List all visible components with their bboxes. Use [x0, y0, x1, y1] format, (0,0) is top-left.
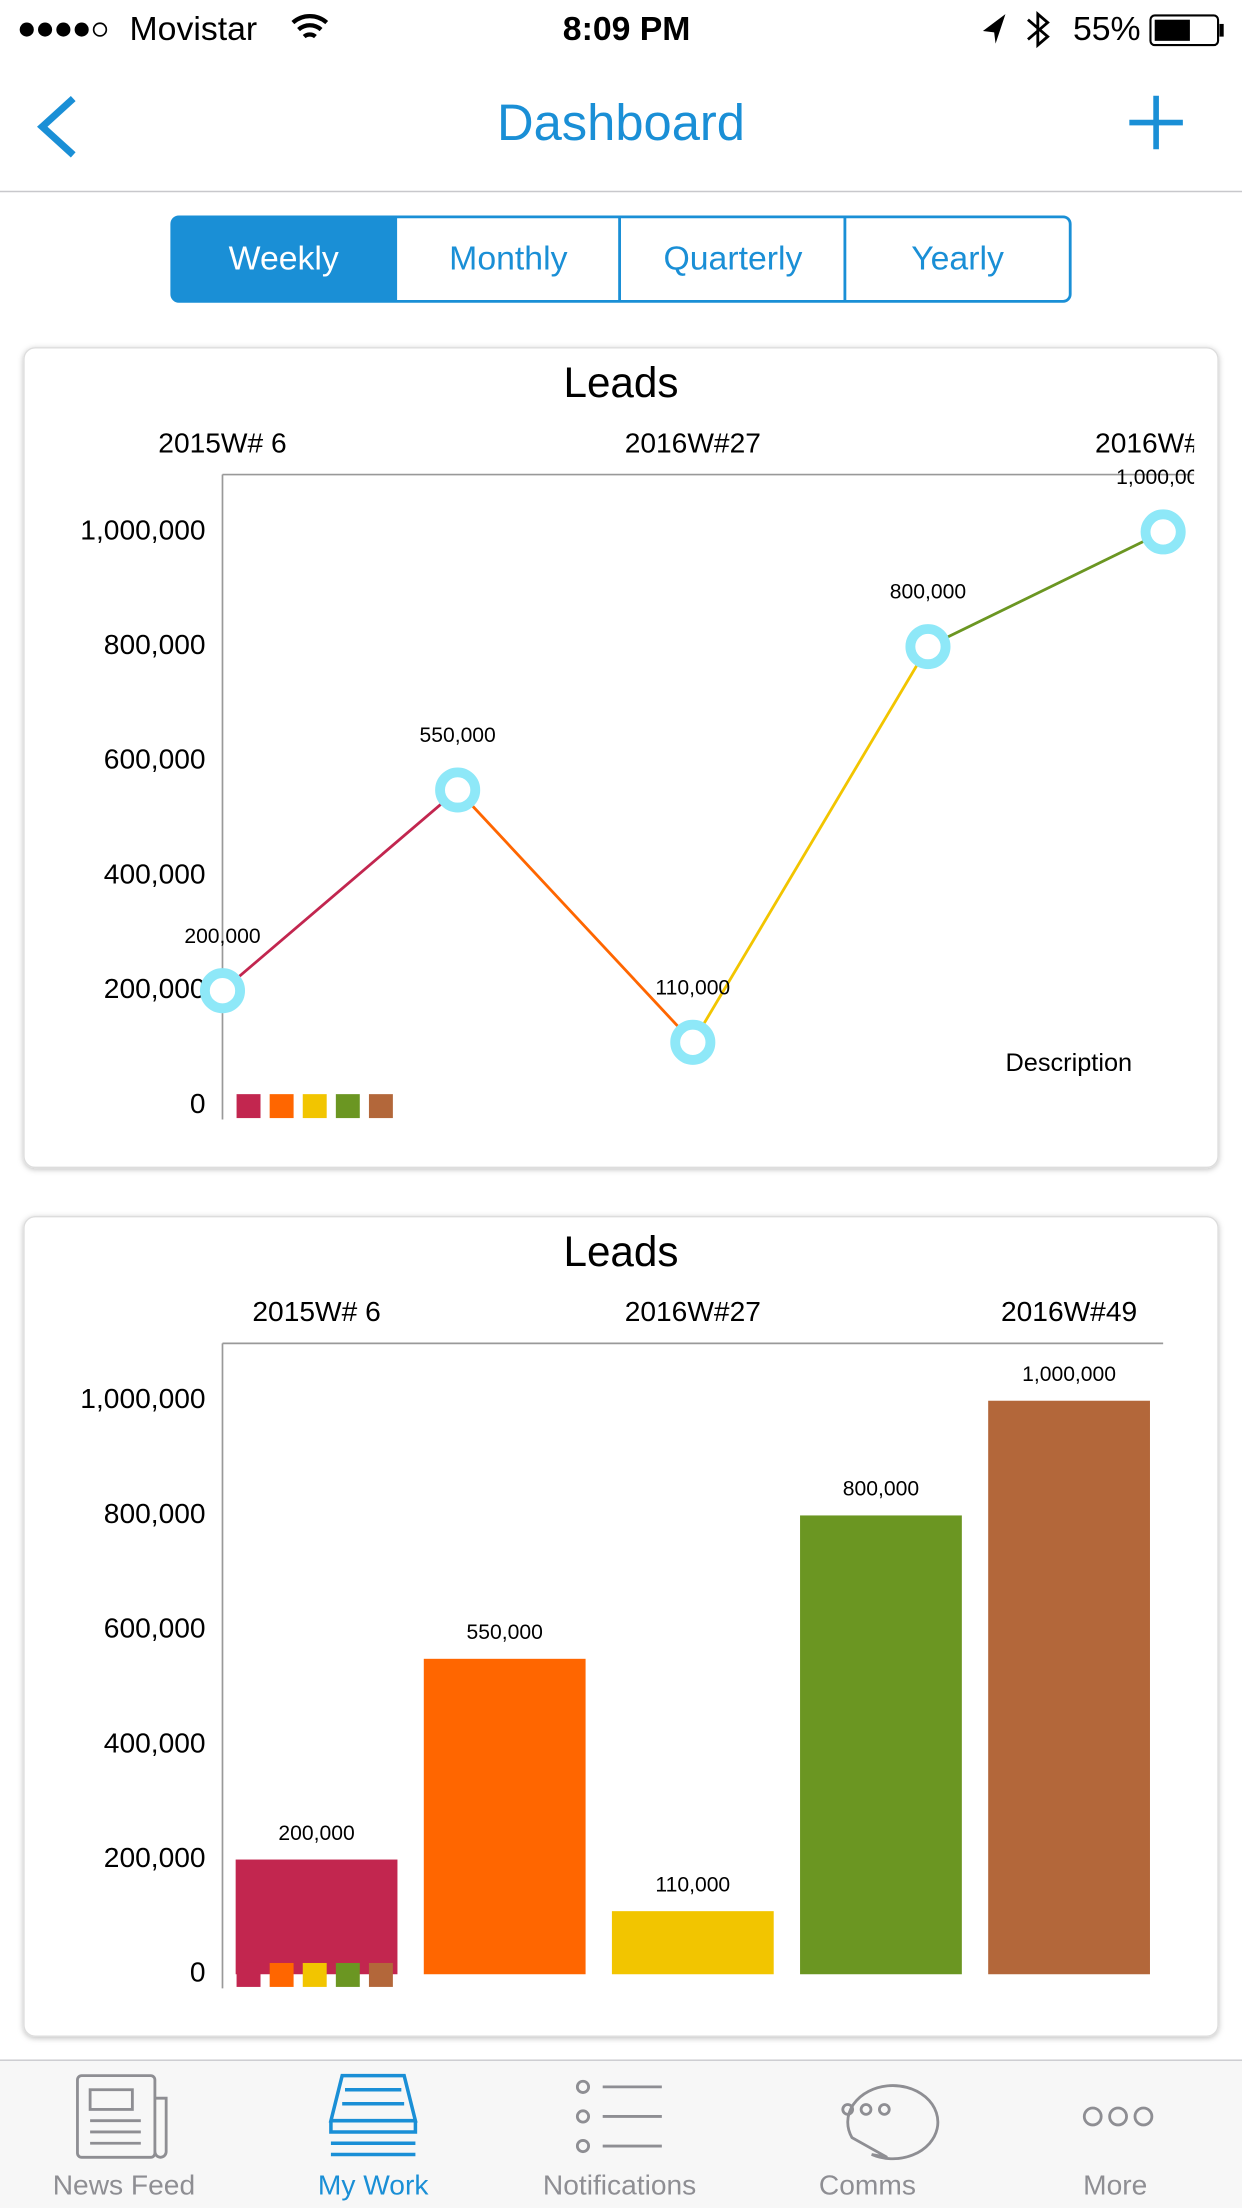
tab-label[interactable]: Notifications — [543, 2169, 696, 2200]
segment-label[interactable]: Weekly — [229, 239, 339, 277]
point-marker — [199, 968, 246, 1014]
point-marker — [1140, 509, 1186, 555]
y-tick-label: 400,000 — [104, 1727, 206, 1758]
data-label: 110,000 — [655, 976, 730, 999]
y-tick-label: 600,000 — [104, 1613, 206, 1644]
legend-swatch — [302, 1962, 327, 1987]
bar — [988, 1400, 1150, 1975]
legend-swatch — [335, 1962, 360, 1987]
legend-swatch — [269, 1962, 294, 1987]
line-segment — [221, 788, 459, 992]
data-label: 550,000 — [467, 1621, 543, 1644]
y-tick-label: 1,000,000 — [80, 1383, 205, 1414]
x-tick-label: 2015W# 6 — [158, 427, 286, 458]
chart-title: Leads — [563, 1228, 678, 1275]
bar-chart: Leads 0 200,000 400,000 600,000 800,000 1,000,… — [80, 1228, 1164, 1989]
tab-labels: News Feed My Work Notifications Comms More — [53, 2169, 1148, 2200]
line-segment — [691, 645, 930, 1044]
point-marker — [435, 767, 481, 813]
x-tick-label: 2016W#27 — [625, 1296, 761, 1327]
segment-label[interactable]: Yearly — [911, 239, 1004, 277]
annotation: Description — [1005, 1049, 1132, 1077]
tab-label[interactable]: My Work — [318, 2169, 429, 2200]
time: 8:09 PM — [563, 10, 691, 48]
y-tick-label: 800,000 — [104, 1498, 206, 1529]
legend-swatch — [368, 1962, 393, 1987]
y-tick-label: 400,000 — [104, 858, 206, 889]
y-tick-label: 0 — [190, 1088, 206, 1119]
bar — [800, 1515, 962, 1975]
data-label: 110,000 — [655, 1873, 730, 1896]
x-tick-label: 2016W#49 — [1095, 427, 1231, 458]
line-segment — [456, 789, 694, 1044]
data-label: 1,000,000 — [1022, 1363, 1116, 1386]
line-chart: Leads 0 200,000 400,000 600,000 800,000 1,000,… — [80, 359, 1231, 1120]
y-tick-label: 200,000 — [104, 973, 206, 1004]
legend-swatch — [302, 1094, 327, 1119]
line-segment — [927, 530, 1164, 648]
legend-swatch — [368, 1094, 393, 1119]
y-tick-label: 600,000 — [104, 744, 206, 775]
x-tick-label: 2015W# 6 — [252, 1296, 380, 1327]
data-label: 1,000,000 — [1116, 466, 1210, 489]
legend-swatch — [236, 1962, 261, 1987]
tab-label[interactable]: More — [1083, 2169, 1147, 2200]
bar — [235, 1859, 398, 1975]
x-tick-label: 2016W#27 — [625, 427, 761, 458]
tab-bar — [0, 2059, 1242, 2208]
legend-swatch — [269, 1094, 294, 1119]
data-label: 550,000 — [419, 724, 495, 747]
y-tick-label: 200,000 — [104, 1842, 206, 1873]
tab-label[interactable]: Comms — [819, 2169, 916, 2200]
battery-percent: 55% — [1073, 10, 1141, 48]
bar — [423, 1658, 586, 1975]
carrier: Movistar — [130, 10, 258, 48]
add-button[interactable] — [1129, 95, 1183, 150]
segment-label[interactable]: Monthly — [449, 239, 567, 277]
y-tick-label: 800,000 — [104, 629, 206, 660]
y-tick-label: 0 — [190, 1957, 206, 1988]
legend-swatch — [335, 1094, 360, 1119]
chart-card — [23, 347, 1219, 1169]
nav-title: Dashboard — [497, 94, 745, 151]
data-label: 200,000 — [184, 925, 260, 948]
point-marker — [670, 1019, 716, 1065]
data-label: 800,000 — [843, 1478, 919, 1501]
chart-title: Leads — [563, 359, 678, 406]
data-label: 200,000 — [278, 1822, 354, 1845]
segmented-control: Weekly Monthly Quarterly Yearly — [170, 215, 1072, 303]
legend-swatch — [236, 1094, 261, 1119]
segment-label[interactable]: Quarterly — [663, 239, 802, 277]
x-tick-label: 2016W#49 — [1001, 1296, 1137, 1327]
bar — [611, 1911, 774, 1975]
status-bar: Movistar 8:09 PM 55% — [19, 10, 1224, 49]
point-marker — [905, 624, 951, 670]
data-label: 800,000 — [890, 581, 966, 604]
tab-label[interactable]: News Feed — [53, 2169, 195, 2200]
y-tick-label: 1,000,000 — [80, 514, 205, 545]
back-button[interactable] — [37, 95, 76, 158]
